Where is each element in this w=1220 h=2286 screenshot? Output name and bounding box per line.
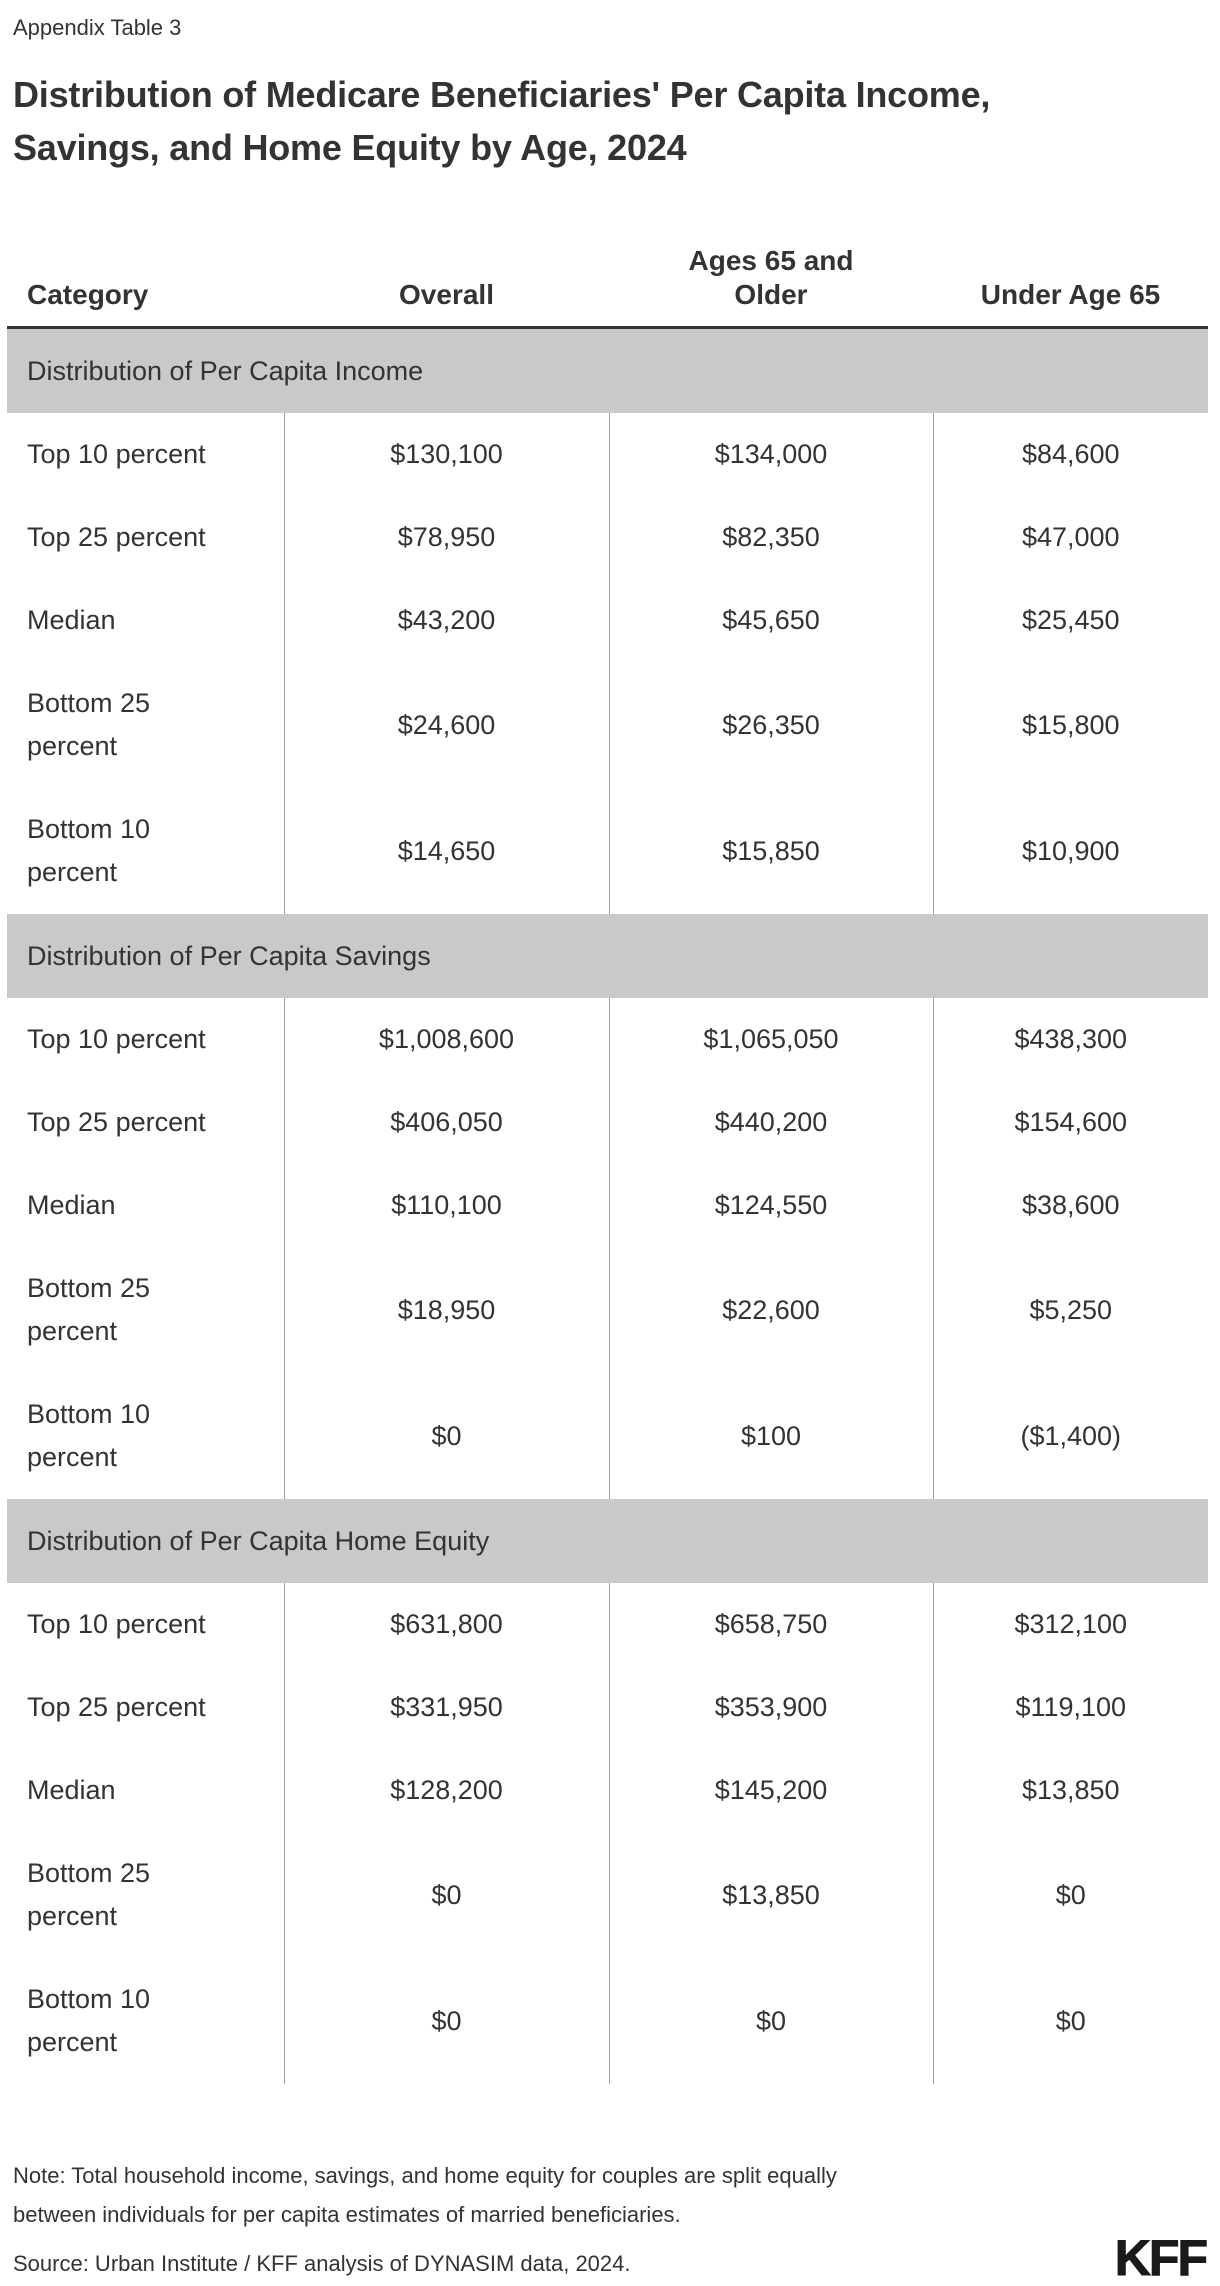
value-cell: $10,900 — [932, 788, 1208, 914]
table-row: Top 10 percent $631,800 $658,750 $312,10… — [7, 1583, 1208, 1666]
value-cell: $406,050 — [283, 1081, 609, 1164]
value-cell: $25,450 — [932, 579, 1208, 662]
value-cell: $14,650 — [283, 788, 609, 914]
row-label-cell: Bottom 10 percent — [27, 1399, 151, 1472]
column-header-ages-65-and-older-text: Ages 65 and Older — [688, 245, 854, 310]
value-cell: $0 — [932, 1958, 1208, 2084]
table-row: Bottom 25 percent $0 $13,850 $0 — [7, 1832, 1208, 1958]
column-header-under-age-65: Under Age 65 — [933, 208, 1208, 329]
value-cell: $84,600 — [932, 413, 1208, 496]
table-row: Top 25 percent $406,050 $440,200 $154,60… — [7, 1081, 1208, 1164]
kff-logo: KFF — [1114, 2230, 1208, 2286]
row-label-cell: Top 10 percent — [27, 1609, 206, 1639]
section-header-income: Distribution of Per Capita Income — [7, 327, 1208, 413]
row-label-cell: Bottom 25 percent — [27, 688, 151, 761]
value-cell: $631,800 — [283, 1583, 609, 1666]
value-cell: $15,850 — [608, 788, 933, 914]
table-row: Bottom 10 percent $0 $0 $0 — [7, 1958, 1208, 2084]
section-header-row: Distribution of Per Capita Savings — [7, 914, 1208, 998]
data-table: Category Overall Ages 65 and Older Under… — [7, 208, 1208, 2084]
row-label-cell: Bottom 25 percent — [27, 1858, 151, 1931]
value-cell: $124,550 — [608, 1164, 933, 1247]
table-kicker: Appendix Table 3 — [13, 15, 182, 40]
table-row: Median $43,200 $45,650 $25,450 — [7, 579, 1208, 662]
value-cell: $110,100 — [283, 1164, 609, 1247]
value-cell: $5,250 — [932, 1247, 1208, 1373]
row-label-cell: Bottom 10 percent — [27, 814, 151, 887]
table-row: Bottom 25 percent $24,600 $26,350 $15,80… — [7, 662, 1208, 788]
value-cell: $0 — [283, 1958, 609, 2084]
value-cell: $440,200 — [608, 1081, 933, 1164]
table-row: Top 10 percent $130,100 $134,000 $84,600 — [7, 413, 1208, 496]
value-cell: $18,950 — [283, 1247, 609, 1373]
row-label-cell: Top 10 percent — [27, 1024, 206, 1054]
section-header-home-equity: Distribution of Per Capita Home Equity — [7, 1499, 1208, 1583]
footnote: Note: Total household income, savings, a… — [13, 2163, 837, 2227]
page-title: Distribution of Medicare Beneficiaries' … — [13, 74, 991, 168]
table-row: Top 25 percent $78,950 $82,350 $47,000 — [7, 496, 1208, 579]
column-header-ages-65-and-older: Ages 65 and Older — [609, 208, 933, 329]
column-header-category: Category — [7, 208, 284, 329]
value-cell: $1,065,050 — [608, 998, 933, 1081]
value-cell: $0 — [283, 1373, 609, 1499]
table-row: Bottom 10 percent $0 $100 ($1,400) — [7, 1373, 1208, 1499]
value-cell: $15,800 — [932, 662, 1208, 788]
value-cell: $22,600 — [608, 1247, 933, 1373]
row-label-cell: Bottom 25 percent — [27, 1273, 151, 1346]
value-cell: $353,900 — [608, 1666, 933, 1749]
section-header-row: Distribution of Per Capita Income — [7, 327, 1208, 413]
row-label-cell: Bottom 10 percent — [27, 1984, 151, 2057]
value-cell: $26,350 — [608, 662, 933, 788]
value-cell: $24,600 — [283, 662, 609, 788]
value-cell: $38,600 — [932, 1164, 1208, 1247]
value-cell: $312,100 — [932, 1583, 1208, 1666]
row-label-cell: Median — [27, 1190, 116, 1220]
column-header-overall: Overall — [284, 208, 609, 329]
value-cell: $145,200 — [608, 1749, 933, 1832]
value-cell: $0 — [932, 1832, 1208, 1958]
table-row: Median $110,100 $124,550 $38,600 — [7, 1164, 1208, 1247]
value-cell: $13,850 — [608, 1832, 933, 1958]
value-cell: ($1,400) — [932, 1373, 1208, 1499]
value-cell: $119,100 — [932, 1666, 1208, 1749]
row-label-cell: Top 10 percent — [27, 439, 206, 469]
row-label-cell: Top 25 percent — [27, 1107, 206, 1137]
table-row: Median $128,200 $145,200 $13,850 — [7, 1749, 1208, 1832]
value-cell: $13,850 — [932, 1749, 1208, 1832]
value-cell: $47,000 — [932, 496, 1208, 579]
value-cell: $438,300 — [932, 998, 1208, 1081]
value-cell: $331,950 — [283, 1666, 609, 1749]
value-cell: $78,950 — [283, 496, 609, 579]
value-cell: $128,200 — [283, 1749, 609, 1832]
row-label-cell: Median — [27, 1775, 116, 1805]
row-label-cell: Top 25 percent — [27, 522, 206, 552]
value-cell: $154,600 — [932, 1081, 1208, 1164]
value-cell: $0 — [283, 1832, 609, 1958]
row-label-cell: Median — [27, 605, 116, 635]
value-cell: $658,750 — [608, 1583, 933, 1666]
table-row: Top 10 percent $1,008,600 $1,065,050 $43… — [7, 998, 1208, 1081]
source-text: Source: Urban Institute / KFF analysis o… — [13, 2251, 631, 2276]
value-cell: $0 — [608, 1958, 933, 2084]
section-header-savings: Distribution of Per Capita Savings — [7, 914, 1208, 998]
value-cell: $100 — [608, 1373, 933, 1499]
value-cell: $130,100 — [283, 413, 609, 496]
value-cell: $1,008,600 — [283, 998, 609, 1081]
column-header-row: Category Overall Ages 65 and Older Under… — [7, 208, 1208, 329]
value-cell: $43,200 — [283, 579, 609, 662]
table-row: Top 25 percent $331,950 $353,900 $119,10… — [7, 1666, 1208, 1749]
source-row: Source: Urban Institute / KFF analysis o… — [13, 2230, 1209, 2286]
table-row: Bottom 25 percent $18,950 $22,600 $5,250 — [7, 1247, 1208, 1373]
value-cell: $45,650 — [608, 579, 933, 662]
value-cell: $134,000 — [608, 413, 933, 496]
value-cell: $82,350 — [608, 496, 933, 579]
table-row: Bottom 10 percent $14,650 $15,850 $10,90… — [7, 788, 1208, 914]
section-header-row: Distribution of Per Capita Home Equity — [7, 1499, 1208, 1583]
row-label-cell: Top 25 percent — [27, 1692, 206, 1722]
